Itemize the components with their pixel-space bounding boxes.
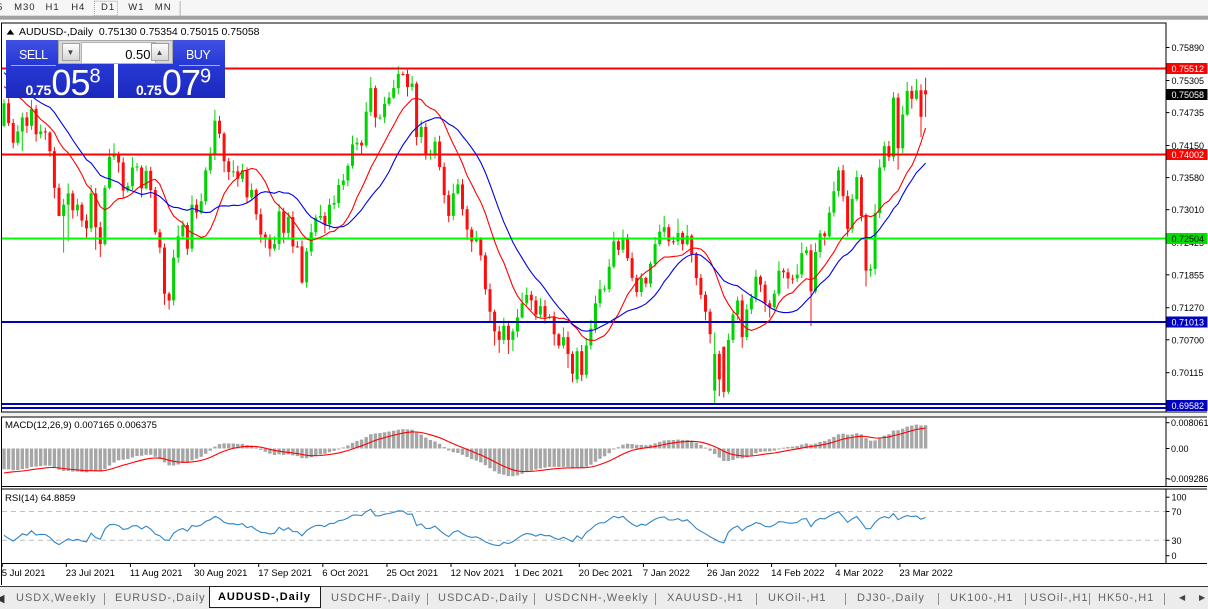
svg-text:-0.009286: -0.009286 <box>1168 474 1208 484</box>
svg-text:0: 0 <box>1172 551 1177 561</box>
svg-text:0.71855: 0.71855 <box>1172 270 1205 280</box>
svg-text:MN: MN <box>155 2 172 13</box>
svg-text:1 Dec 2021: 1 Dec 2021 <box>515 568 564 579</box>
svg-text:0.70115: 0.70115 <box>1172 368 1204 378</box>
svg-text:7 Jan 2022: 7 Jan 2022 <box>643 568 690 579</box>
svg-text:MACD(12,26,9) 0.007165 0.00637: MACD(12,26,9) 0.007165 0.006375 <box>5 420 157 431</box>
svg-text:0.72504: 0.72504 <box>1172 234 1205 244</box>
svg-text:0.73010: 0.73010 <box>1172 205 1205 215</box>
svg-text:30 Aug 2021: 30 Aug 2021 <box>194 568 247 579</box>
svg-text:20 Dec 2021: 20 Dec 2021 <box>579 568 633 579</box>
svg-text:0.74150: 0.74150 <box>1172 141 1205 151</box>
svg-text:70: 70 <box>1172 507 1182 517</box>
svg-text:0.74002: 0.74002 <box>1172 150 1205 160</box>
svg-text:0.008061: 0.008061 <box>1171 418 1208 428</box>
svg-text:14 Feb 2022: 14 Feb 2022 <box>771 568 824 579</box>
svg-text:11 Aug 2021: 11 Aug 2021 <box>130 568 183 579</box>
svg-text:23 Jul 2021: 23 Jul 2021 <box>66 568 115 579</box>
svg-text:0.73580: 0.73580 <box>1172 173 1205 183</box>
svg-text:0.75058: 0.75058 <box>1172 90 1205 100</box>
svg-text:25 Oct 2021: 25 Oct 2021 <box>386 568 438 579</box>
svg-text:0.69582: 0.69582 <box>1172 401 1205 411</box>
svg-text:0.00: 0.00 <box>1171 444 1189 454</box>
svg-text:12 Nov 2021: 12 Nov 2021 <box>451 568 505 579</box>
svg-text:RSI(14) 64.8859: RSI(14) 64.8859 <box>5 493 75 504</box>
svg-text:17 Sep 2021: 17 Sep 2021 <box>258 568 312 579</box>
svg-text:4 Mar 2022: 4 Mar 2022 <box>835 568 883 579</box>
svg-text:0.71270: 0.71270 <box>1172 303 1205 313</box>
svg-text:0.70700: 0.70700 <box>1172 335 1205 345</box>
svg-text:H4: H4 <box>71 2 85 13</box>
svg-text:0.75512: 0.75512 <box>1172 64 1205 74</box>
svg-text:0.74735: 0.74735 <box>1172 108 1205 118</box>
svg-text:23 Mar 2022: 23 Mar 2022 <box>899 568 952 579</box>
svg-text:D1: D1 <box>101 2 115 13</box>
svg-text:0.75890: 0.75890 <box>1172 43 1205 53</box>
svg-text:0.75305: 0.75305 <box>1172 76 1205 86</box>
svg-text:0.71013: 0.71013 <box>1172 318 1205 328</box>
svg-text:5: 5 <box>0 2 3 13</box>
svg-text:100: 100 <box>1172 493 1187 503</box>
svg-text:H1: H1 <box>46 2 60 13</box>
svg-text:26 Jan 2022: 26 Jan 2022 <box>707 568 759 579</box>
svg-text:W1: W1 <box>128 2 144 13</box>
svg-text:AUDUSD-,Daily 0.75130 0.75354: AUDUSD-,Daily 0.75130 0.75354 0.75015 0.… <box>19 26 260 38</box>
svg-text:6 Oct 2021: 6 Oct 2021 <box>322 568 368 579</box>
svg-text:M30: M30 <box>14 2 35 13</box>
svg-text:30: 30 <box>1172 536 1182 546</box>
svg-text:5 Jul 2021: 5 Jul 2021 <box>2 568 46 579</box>
